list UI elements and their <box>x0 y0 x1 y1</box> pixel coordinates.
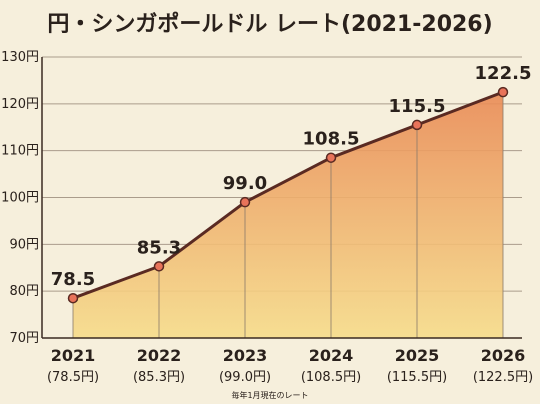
data-label-2026: 122.5 <box>475 63 532 84</box>
x-tick-sublabel-2026: (122.5円) <box>473 370 533 385</box>
data-point-2023 <box>239 196 251 208</box>
points-layer <box>67 86 509 304</box>
series-line-layer <box>71 90 505 300</box>
x-tick-label-2022: 2022 <box>137 346 182 365</box>
x-tick-label-2025: 2025 <box>395 346 440 365</box>
x-tick-label-2024: 2024 <box>309 346 354 365</box>
area-layer <box>73 92 503 338</box>
series-area <box>73 92 503 338</box>
data-label-2025: 115.5 <box>389 96 446 117</box>
y-tick-label-120: 120円 <box>1 97 39 112</box>
chart-caption: 毎年1月現在のレート <box>231 390 308 400</box>
y-tick-label-90: 90円 <box>9 237 39 252</box>
data-label-2021: 78.5 <box>51 269 95 290</box>
y-tick-label-110: 110円 <box>1 144 39 159</box>
vertical-lines <box>72 92 504 338</box>
data-point-2026 <box>497 86 509 98</box>
x-tick-sublabel-2025: (115.5円) <box>387 370 447 385</box>
data-label-2022: 85.3 <box>137 237 181 258</box>
data-labels-layer: 78.5 85.3 99.0 108.5 115.5 122.5 <box>51 63 532 290</box>
series-line <box>71 90 505 300</box>
data-point-2021 <box>67 292 79 304</box>
y-tick-label-130: 130円 <box>1 50 39 65</box>
tick-labels-layer: 70円 80円 90円 100円 110円 120円 130円 2021 (78.5円) 2022… <box>1 50 533 385</box>
y-tick-label-70: 70円 <box>9 331 39 346</box>
x-tick-label-2023: 2023 <box>223 346 268 365</box>
x-tick-sublabel-2021: (78.5円) <box>47 370 99 385</box>
data-label-2024: 108.5 <box>303 129 360 150</box>
data-point-2024 <box>325 152 337 163</box>
y-tick-label-80: 80円 <box>9 284 39 299</box>
x-tick-sublabel-2023: (99.0円) <box>219 370 271 385</box>
axes <box>41 57 522 339</box>
data-label-2023: 99.0 <box>223 173 267 194</box>
x-tick-label-2026: 2026 <box>481 346 526 365</box>
x-tick-label-2021: 2021 <box>51 346 96 365</box>
data-point-2022 <box>153 261 165 272</box>
x-tick-sublabel-2024: (108.5円) <box>301 370 361 385</box>
data-point-2025 <box>411 119 423 131</box>
y-tick-label-100: 100円 <box>1 191 39 206</box>
chart-title: 円・シンガポールドル レート(2021-2026) <box>47 11 492 37</box>
x-tick-sublabel-2022: (85.3円) <box>133 370 185 385</box>
